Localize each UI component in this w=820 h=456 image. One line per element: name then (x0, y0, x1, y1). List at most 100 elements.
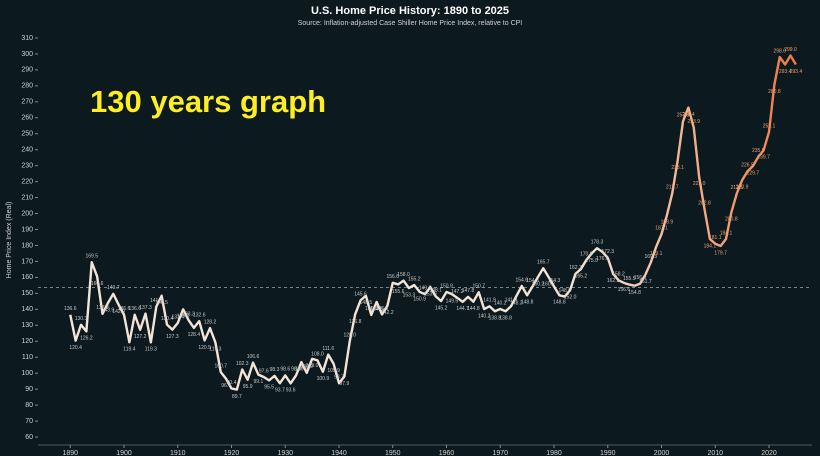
data-label: 127.2 (134, 334, 147, 340)
data-label: 299.0 (784, 47, 797, 53)
data-label: 220.9 (736, 185, 749, 191)
data-label: 165.2 (575, 273, 588, 279)
data-label: 136.6 (118, 306, 131, 312)
data-label: 93.7 (334, 375, 344, 381)
data-label: 200.8 (725, 217, 738, 223)
chart-subtitle: Source: Inflation-adjusted Case Shiller … (298, 20, 523, 27)
data-label: 147.2 (451, 289, 464, 295)
y-tick-label: 100 (21, 370, 33, 377)
data-label: 161.7 (639, 279, 652, 285)
data-label: 98.6 (280, 367, 290, 373)
data-label: 162.2 (607, 278, 620, 284)
data-label: 156.6 (386, 274, 399, 280)
x-tick-label: 1930 (277, 450, 293, 456)
data-label: 176.0 (596, 256, 609, 262)
y-tick-label: 250 (21, 131, 33, 138)
y-tick-label: 260 (21, 115, 33, 122)
data-label: 154.8 (628, 290, 641, 296)
data-label: 253.9 (687, 119, 700, 125)
data-label: 170.8 (580, 251, 593, 257)
data-label: 126.2 (80, 336, 93, 342)
data-label: 99.1 (254, 379, 264, 385)
chart-title: U.S. Home Price History: 1890 to 2025 (311, 5, 509, 17)
data-label: 178.3 (591, 240, 604, 246)
data-label: 153.3 (403, 292, 416, 298)
data-label: 187.1 (655, 225, 668, 231)
annotation: 130 years graph (90, 84, 326, 119)
data-label: 133.3 (182, 311, 195, 317)
data-label: 106.6 (247, 354, 260, 360)
y-tick-label: 80 (25, 402, 33, 409)
y-tick-label: 190 (21, 226, 33, 233)
data-label: 141.6 (150, 298, 163, 304)
data-label: 233.1 (671, 165, 684, 171)
data-label: 145.6 (354, 292, 367, 298)
data-label: 120.0 (343, 333, 356, 339)
data-label: 108.0 (311, 352, 324, 358)
data-label: 128.2 (204, 319, 217, 325)
x-tick-label: 2020 (761, 450, 777, 456)
x-tick-label: 2000 (654, 450, 670, 456)
data-label: 175.0 (585, 258, 598, 264)
data-label: 235.5 (752, 148, 765, 154)
data-label: 184.1 (720, 230, 733, 236)
data-label: 149.5 (446, 298, 459, 304)
data-label: 148.8 (553, 300, 566, 306)
data-label: 280.8 (768, 89, 781, 95)
data-label: 298.0 (773, 48, 786, 54)
data-label: 147.8 (462, 288, 475, 294)
x-tick-label: 1960 (439, 450, 455, 456)
data-label: 148.8 (521, 300, 534, 306)
y-tick-label: 150 (21, 290, 33, 297)
y-tick-label: 280 (21, 83, 33, 90)
data-label: 105.9 (327, 368, 340, 374)
y-tick-label: 70 (25, 418, 33, 425)
data-line (69, 54, 797, 391)
data-label: 136.8 (376, 306, 389, 312)
data-label: 156.6 (618, 287, 631, 293)
y-tick-label: 170 (21, 258, 33, 265)
data-label: 102.3 (236, 361, 249, 367)
data-label: 152.0 (564, 295, 577, 301)
data-label: 293.4 (790, 69, 803, 75)
data-label: 150.9 (440, 283, 453, 289)
data-label: 119.4 (123, 347, 135, 353)
data-label: 132.6 (193, 312, 206, 318)
data-label: 130.4 (161, 316, 174, 322)
data-label: 181.1 (709, 235, 722, 241)
data-label: 120.4 (69, 345, 82, 351)
data-label: 137.2 (96, 305, 109, 311)
x-tick-label: 1940 (331, 450, 347, 456)
data-label: 111.6 (322, 346, 334, 352)
y-tick-label: 110 (22, 354, 33, 361)
data-label: 142.9 (112, 309, 125, 315)
y-axis-label: Home Price Index (Real) (6, 202, 13, 279)
y-tick-label: 270 (21, 99, 33, 106)
data-label: 172.3 (601, 249, 614, 255)
data-label: 179.7 (714, 250, 727, 256)
x-tick-label: 1950 (385, 450, 401, 456)
data-label: 160.2 (532, 281, 545, 287)
y-tick-label: 300 (21, 51, 33, 58)
data-label: 140.2 (494, 300, 507, 306)
data-label: 109.0 (306, 363, 319, 369)
data-label: 93.7 (275, 388, 285, 394)
data-label: 98.6 (291, 367, 301, 373)
data-label: 266.4 (682, 112, 695, 118)
x-tick-label: 1970 (492, 450, 508, 456)
data-label: 223.0 (693, 181, 706, 187)
data-label: 154.3 (548, 278, 561, 284)
x-tick-label: 2010 (707, 450, 723, 456)
data-label: 90.4 (227, 380, 237, 386)
data-label: 89.7 (232, 394, 242, 400)
x-tick-label: 1890 (62, 450, 78, 456)
data-label: 120.5 (198, 345, 211, 351)
data-label: 239.7 (757, 155, 770, 161)
data-label: 293.4 (779, 69, 792, 75)
data-label: 96.4 (221, 383, 231, 389)
y-tick-label: 130 (21, 322, 33, 329)
data-label: 155.6 (392, 289, 405, 295)
data-label: 229.7 (747, 170, 760, 176)
y-tick-label: 120 (21, 338, 33, 345)
